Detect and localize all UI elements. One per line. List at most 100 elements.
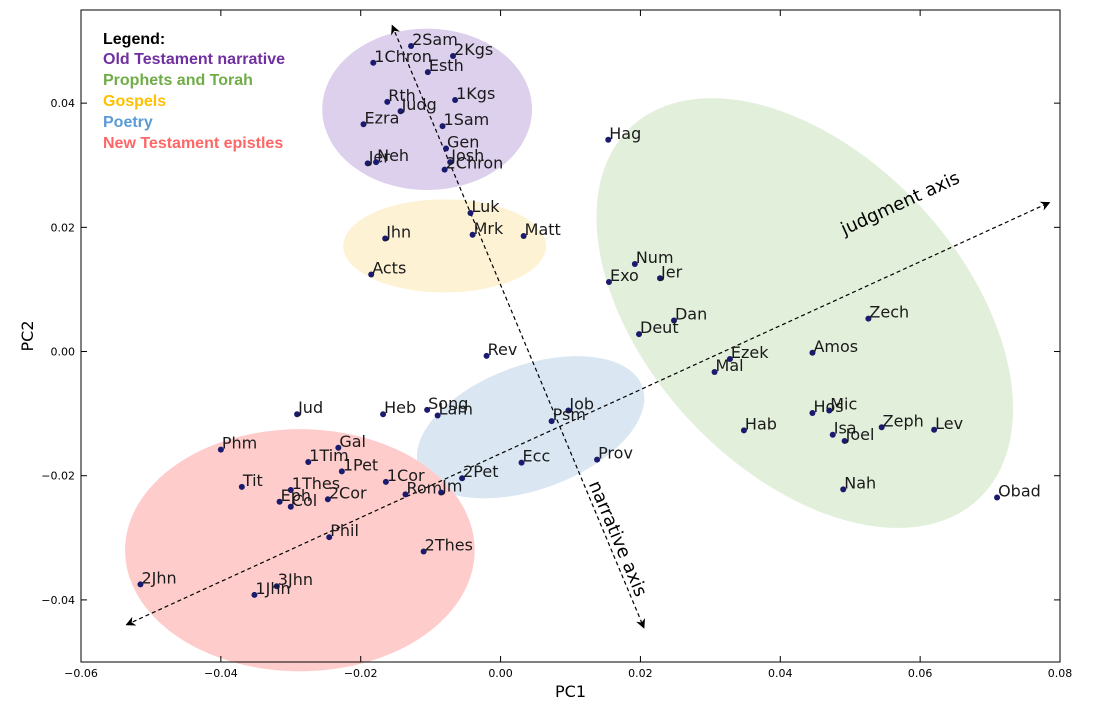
point-label-59: Obad <box>998 481 1041 500</box>
point-label-34: Job <box>568 395 594 414</box>
plot-frame <box>80 9 1061 663</box>
y-tick-label-0: −0.04 <box>41 594 75 607</box>
point-label-5: Judg <box>401 95 437 114</box>
data-point-51 <box>238 483 245 490</box>
point-label-13: 2Chron <box>446 154 504 173</box>
point-label-27: Amos <box>813 337 858 356</box>
point-label-0: 2Sam <box>412 30 458 49</box>
point-label-42: Lev <box>935 414 963 433</box>
data-point-29 <box>483 352 490 359</box>
point-label-52: 1Thes <box>292 474 340 493</box>
data-point-57 <box>287 503 294 510</box>
point-label-19: Acts <box>372 259 406 278</box>
y-tick-label-3: 0.02 <box>51 221 76 234</box>
point-label-28: Mal <box>716 356 744 375</box>
data-point-21 <box>605 278 612 285</box>
point-label-21: Exo <box>610 266 639 285</box>
x-tick-label-3: 0.00 <box>488 667 513 680</box>
x-tick-label-6: 0.06 <box>908 667 933 680</box>
data-point-2 <box>370 59 377 66</box>
data-point-4 <box>384 98 391 105</box>
data-point-27 <box>809 349 816 356</box>
point-label-62: 2Jhn <box>141 568 176 587</box>
data-point-38 <box>740 427 747 434</box>
data-point-61 <box>420 548 427 555</box>
x-tick-label-5: 0.04 <box>768 667 793 680</box>
point-label-18: Matt <box>525 220 561 239</box>
data-point-28 <box>711 369 718 376</box>
data-point-5 <box>397 108 404 115</box>
point-label-33: Lam <box>439 399 473 418</box>
point-label-45: 1Tim <box>309 446 349 465</box>
axis-titles: PC1 PC2 <box>18 321 586 702</box>
data-point-7 <box>360 121 367 128</box>
point-label-43: Phm <box>222 434 257 453</box>
point-label-20: Num <box>636 248 674 267</box>
data-point-62 <box>137 581 144 588</box>
point-label-22: Jer <box>660 262 683 281</box>
point-label-63: 3Jhn <box>278 570 313 589</box>
data-point-58 <box>840 486 847 493</box>
point-label-9: Gen <box>447 132 479 151</box>
point-label-56: Eph <box>281 486 311 505</box>
point-label-29: Rev <box>488 340 518 359</box>
legend: Legend: Old Testament narrative Prophets … <box>103 31 285 152</box>
point-label-64: 1Jhn <box>255 579 290 598</box>
data-point-63 <box>273 583 280 590</box>
data-point-30 <box>294 411 301 418</box>
data-point-0 <box>408 43 415 50</box>
data-point-37 <box>826 407 833 414</box>
point-label-54: Jm <box>441 476 462 495</box>
data-point-14 <box>605 136 612 143</box>
data-point-34 <box>565 407 572 414</box>
point-label-24: Zech <box>869 303 909 322</box>
data-point-19 <box>368 271 375 278</box>
point-label-8: 1Sam <box>444 110 490 129</box>
point-label-17: Mrk <box>474 219 504 238</box>
point-label-11: Neh <box>377 146 409 165</box>
data-point-55 <box>324 496 331 503</box>
point-label-58: Nah <box>844 473 876 492</box>
data-point-40 <box>841 437 848 444</box>
point-label-7: Ezra <box>365 108 400 127</box>
data-point-32 <box>424 406 431 413</box>
data-point-41 <box>878 424 885 431</box>
point-label-51: Tit <box>242 471 263 490</box>
point-label-61: 2Thes <box>425 535 473 554</box>
x-tick-label-7: 0.08 <box>1048 667 1073 680</box>
x-tick-label-2: −0.02 <box>344 667 378 680</box>
y-tick-label-2: 0.00 <box>51 346 76 359</box>
data-point-12 <box>447 159 454 166</box>
data-point-50 <box>382 478 389 485</box>
point-label-1: 2Kgs <box>454 40 493 59</box>
point-label-26: Ezek <box>731 343 769 362</box>
x-axis-title: PC1 <box>555 682 586 701</box>
point-label-14: Hag <box>609 124 641 143</box>
data-point-59 <box>994 494 1001 501</box>
point-label-30: Jud <box>297 398 323 417</box>
arrow-label-1: narrative axis <box>584 478 651 600</box>
point-label-40: Joel <box>845 425 875 444</box>
data-point-36 <box>809 409 816 416</box>
data-point-18 <box>520 233 527 240</box>
point-label-48: Prov <box>598 444 633 463</box>
point-label-35: Psm <box>553 405 586 424</box>
point-label-32: Song <box>428 394 468 413</box>
point-label-55: 2Cor <box>329 483 367 502</box>
data-point-33 <box>434 412 441 419</box>
point-label-41: Zeph <box>883 411 924 430</box>
point-label-3: Esth <box>429 56 464 75</box>
data-point-48 <box>594 456 601 463</box>
arrow-line-1 <box>391 24 646 629</box>
x-tick-label-0: −0.06 <box>64 667 98 680</box>
region-ellipse-2 <box>343 199 547 293</box>
data-point-25 <box>636 331 643 338</box>
legend-entry-3: Poetry <box>103 114 153 131</box>
cluster-regions <box>125 28 1014 672</box>
data-point-26 <box>726 355 733 362</box>
point-label-47: Ecc <box>523 447 551 466</box>
data-point-17 <box>469 231 476 238</box>
